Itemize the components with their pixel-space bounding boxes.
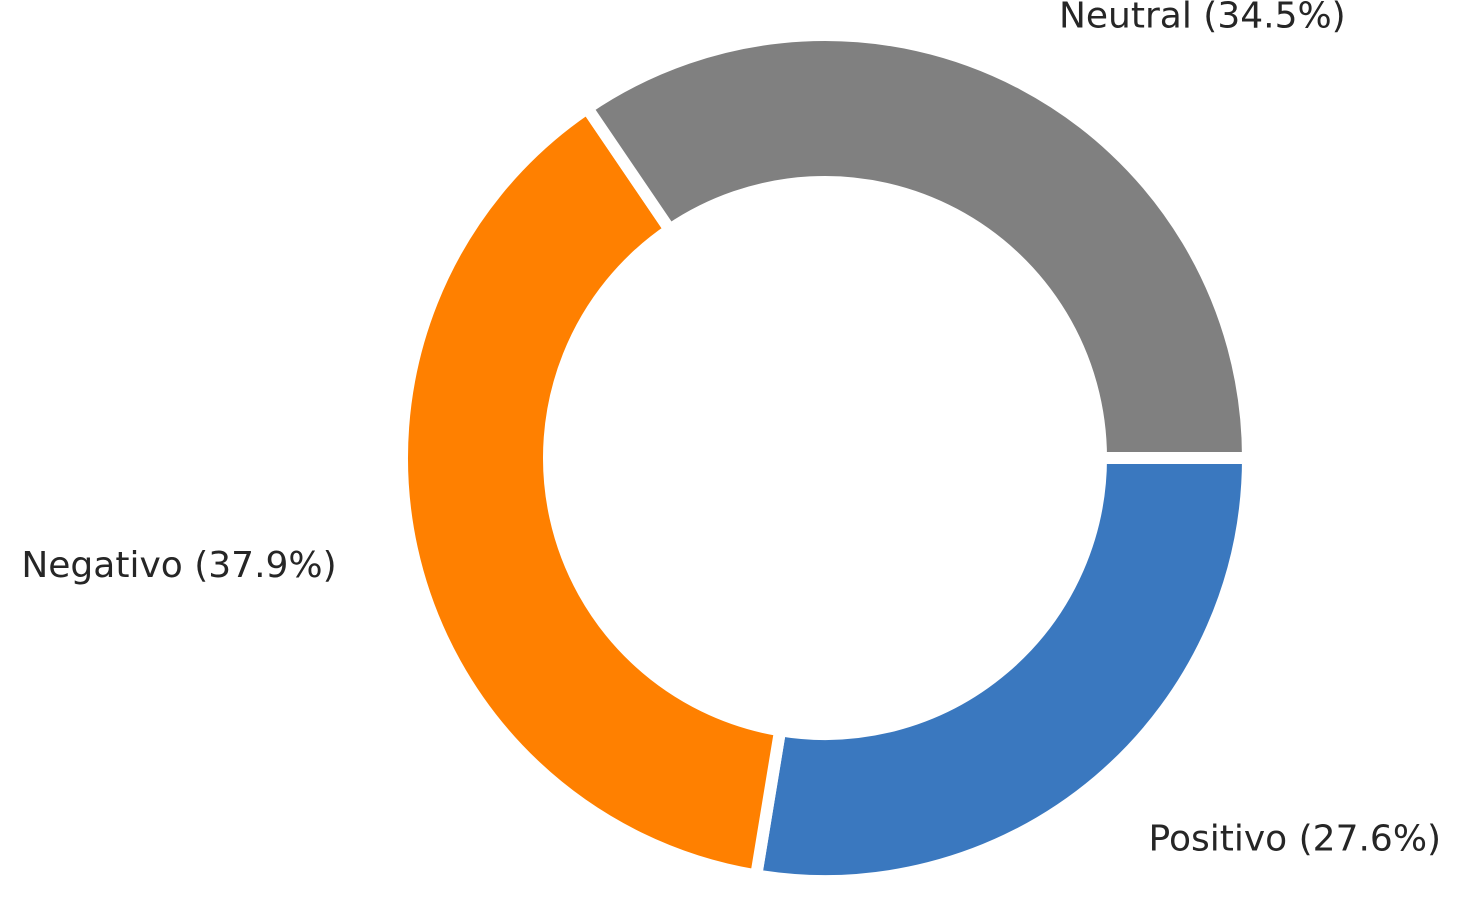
slice-label-negativo: Negativo (37.9%) <box>21 545 336 586</box>
slices-layer <box>395 29 1255 888</box>
slice-neutral <box>578 29 1255 464</box>
slice-label-neutral: Neutral (34.5%) <box>1059 0 1346 37</box>
slice-label-positivo: Positivo (27.6%) <box>1149 819 1442 860</box>
slice-negativo <box>395 99 788 883</box>
slice-positivo <box>749 452 1255 888</box>
labels-layer: Positivo (27.6%) Negativo (37.9%) Neutral … <box>21 0 1441 860</box>
